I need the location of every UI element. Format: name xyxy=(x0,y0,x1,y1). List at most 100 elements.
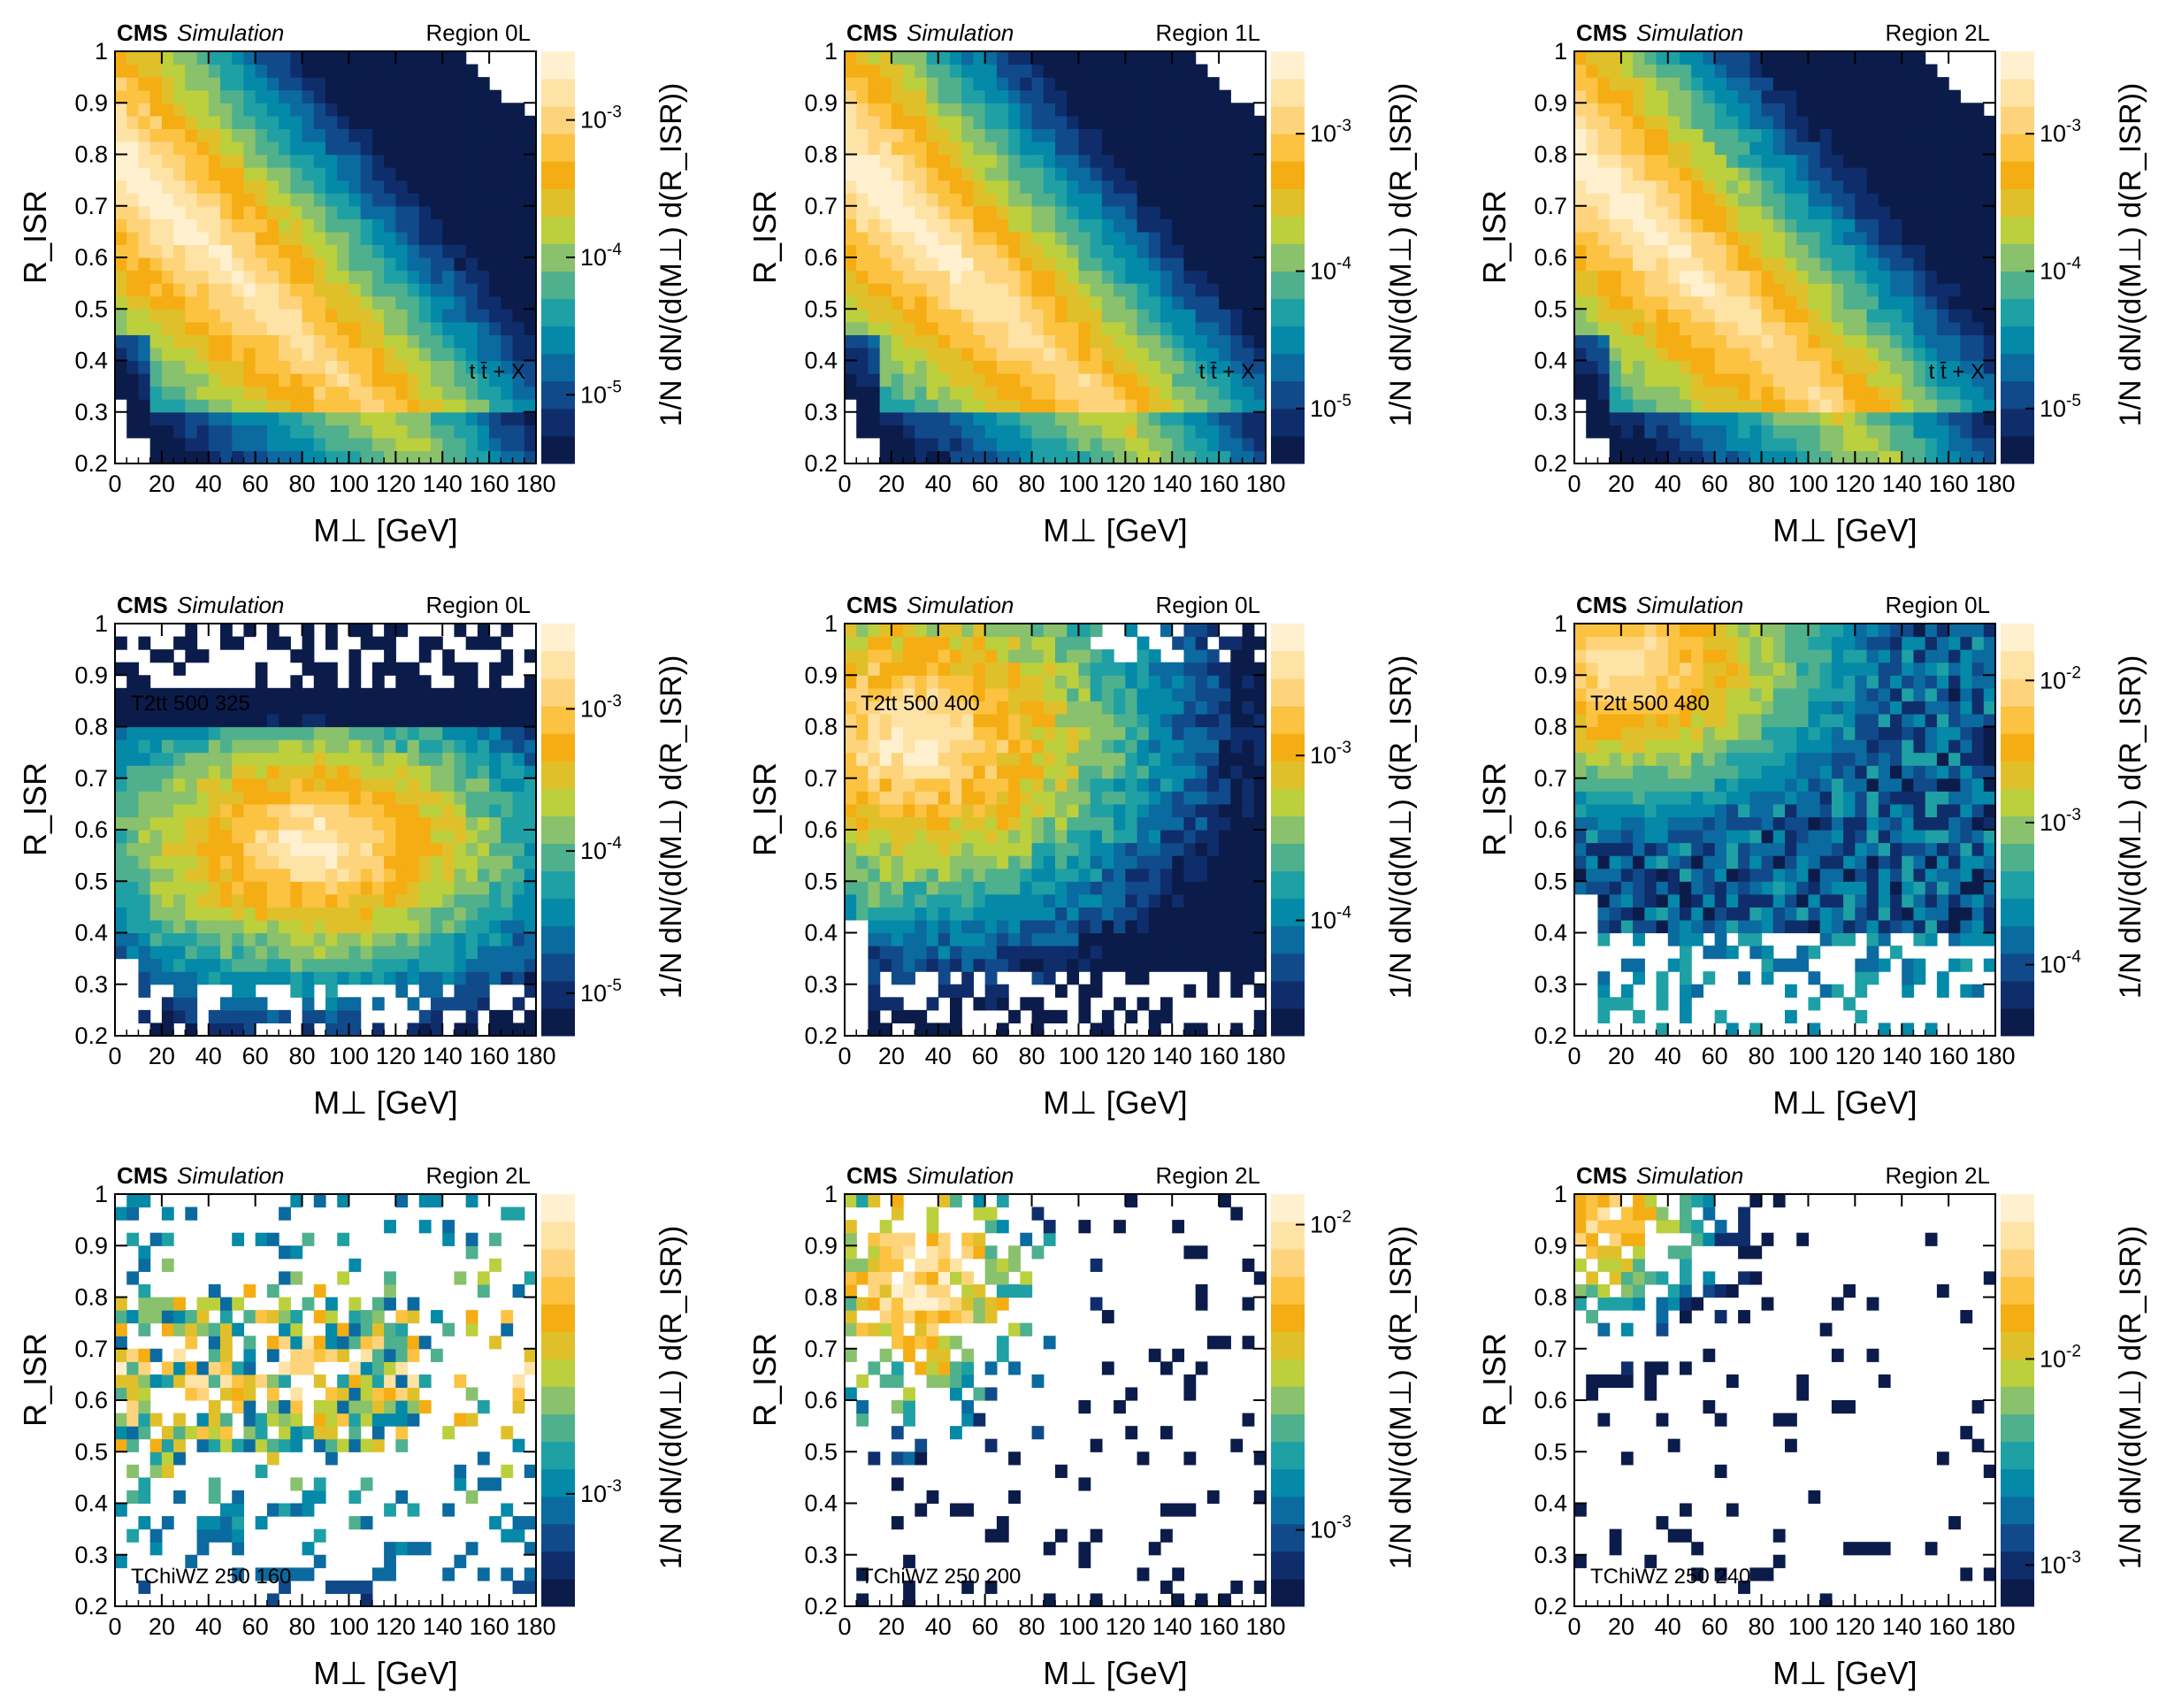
heatmap-bin xyxy=(1843,128,1856,142)
heatmap-bin xyxy=(266,64,279,78)
heatmap-bin xyxy=(879,334,892,348)
heatmap-bin xyxy=(185,816,198,831)
heatmap-bin xyxy=(1633,77,1645,91)
heatmap-bin xyxy=(337,231,350,246)
heatmap-bin xyxy=(1055,180,1068,194)
heatmap-bin xyxy=(1020,321,1033,335)
heatmap-bin xyxy=(950,309,962,323)
heatmap-bin xyxy=(1819,180,1833,194)
heatmap-bin xyxy=(1633,360,1645,374)
heatmap-bin xyxy=(973,89,986,103)
heatmap-bin xyxy=(442,386,455,400)
heatmap-bin xyxy=(1819,270,1833,284)
heatmap-bin xyxy=(279,816,291,831)
heatmap-bin xyxy=(1948,257,1961,272)
heatmap-bin xyxy=(196,64,210,78)
heatmap-bin xyxy=(302,218,315,233)
heatmap-bin xyxy=(313,386,326,400)
heatmap-bin xyxy=(1183,399,1197,413)
heatmap-bin xyxy=(454,893,467,908)
heatmap-bin xyxy=(1148,115,1161,129)
heatmap-bin xyxy=(325,881,338,895)
heatmap-bin xyxy=(196,946,210,960)
heatmap-bin xyxy=(845,193,857,207)
heatmap-bin xyxy=(489,425,501,439)
heatmap-bin xyxy=(220,946,233,960)
heatmap-bin xyxy=(431,411,443,425)
heatmap-bin xyxy=(512,295,525,310)
heatmap-bin xyxy=(1680,257,1692,272)
heatmap-bin xyxy=(1680,167,1692,181)
heatmap-bin xyxy=(1703,103,1716,117)
heatmap-bin xyxy=(1219,89,1231,103)
heatmap-bin xyxy=(1866,425,1879,439)
heatmap-bin xyxy=(1160,218,1173,233)
heatmap-bin xyxy=(903,411,915,425)
heatmap-bin xyxy=(1620,450,1634,464)
heatmap-bin xyxy=(1597,373,1611,387)
heatmap-bin xyxy=(360,128,373,142)
heatmap-bin xyxy=(1971,115,1985,129)
heatmap-bin xyxy=(208,115,221,129)
heatmap-bin xyxy=(856,386,869,400)
heatmap-bin xyxy=(348,193,362,207)
heatmap-bin xyxy=(1253,205,1267,219)
heatmap-bin xyxy=(1703,309,1716,323)
heatmap-bin xyxy=(1656,360,1669,374)
heatmap-bin xyxy=(961,115,975,129)
x-tick-label: 160 xyxy=(470,471,509,497)
heatmap-bin xyxy=(891,373,904,387)
heatmap-bin xyxy=(279,636,291,650)
heatmap-bin xyxy=(845,791,857,805)
heatmap-bin xyxy=(196,193,210,207)
heatmap-bin xyxy=(407,437,420,452)
y-tick-label: 0.2 xyxy=(74,1023,108,1049)
heatmap-bin xyxy=(1125,347,1138,362)
heatmap-bin xyxy=(1772,321,1786,335)
heatmap-bin xyxy=(1125,218,1138,233)
heatmap-bin xyxy=(325,218,338,233)
heatmap-bin xyxy=(1067,103,1080,117)
heatmap-bin xyxy=(220,881,233,895)
heatmap-bin xyxy=(266,425,279,439)
heatmap-bin xyxy=(1703,437,1716,452)
heatmap-bin xyxy=(1574,154,1587,168)
heatmap-bin xyxy=(950,128,962,142)
heatmap-bin xyxy=(1738,193,1750,207)
heatmap-bin xyxy=(407,295,420,310)
heatmap-bin xyxy=(418,89,432,103)
heatmap-bin xyxy=(1609,334,1622,348)
heatmap-bin xyxy=(126,662,140,676)
heatmap-bin xyxy=(1644,77,1657,91)
heatmap-bin xyxy=(465,842,478,856)
heatmap-bin xyxy=(173,777,186,792)
heatmap-bin xyxy=(384,128,396,142)
heatmap-bin xyxy=(1971,103,1985,117)
heatmap-bin xyxy=(868,77,881,91)
heatmap-bin xyxy=(161,193,174,207)
heatmap-bin xyxy=(1960,180,1973,194)
heatmap-bin xyxy=(1902,244,1915,258)
heatmap-bin xyxy=(501,309,514,323)
heatmap-bin xyxy=(1609,77,1622,91)
heatmap-bin xyxy=(1761,77,1774,91)
heatmap-bin xyxy=(185,649,198,663)
heatmap-bin xyxy=(208,739,221,754)
heatmap-bin xyxy=(337,765,350,779)
heatmap-bin xyxy=(1656,257,1669,272)
heatmap-bin xyxy=(1913,386,1926,400)
heatmap-bin xyxy=(1831,334,1844,348)
heatmap-bin xyxy=(255,919,268,934)
heatmap-bin xyxy=(524,958,537,972)
heatmap-bin xyxy=(208,231,221,246)
heatmap-bin xyxy=(1020,334,1033,348)
heatmap-bin xyxy=(1866,244,1879,258)
heatmap-bin xyxy=(1206,89,1220,103)
heatmap-bin xyxy=(1808,437,1821,452)
heatmap-bin xyxy=(1114,257,1126,272)
heatmap-bin xyxy=(1785,205,1797,219)
heatmap-bin xyxy=(1055,386,1068,400)
heatmap-bin xyxy=(255,103,268,117)
heatmap-bin xyxy=(465,193,478,207)
heatmap-bin xyxy=(1878,257,1891,272)
